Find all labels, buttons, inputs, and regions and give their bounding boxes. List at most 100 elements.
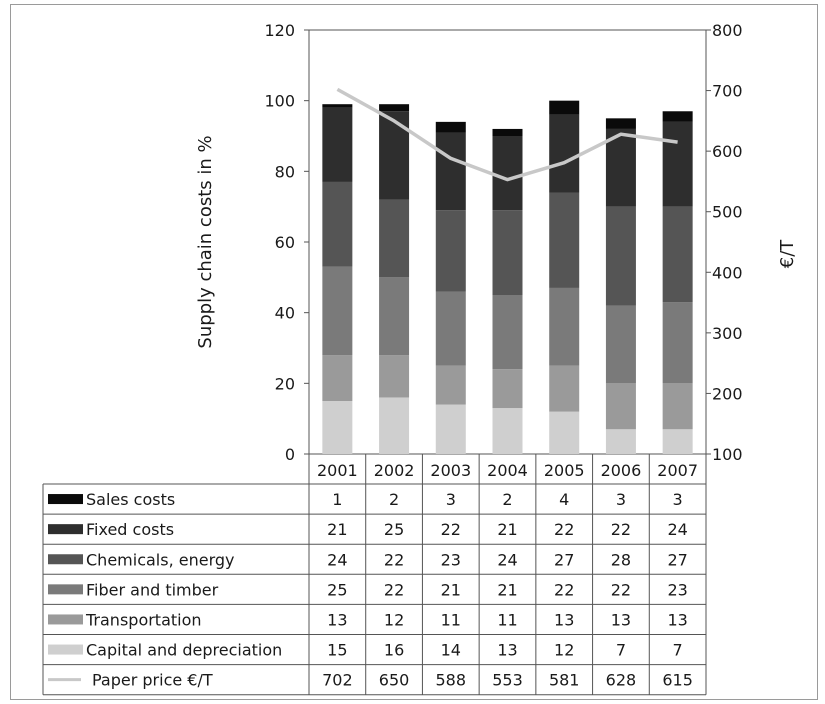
bar-segment [492,210,523,295]
data-label: 13 [667,610,687,629]
y-tick-label: 40 [275,304,295,323]
data-label: 25 [384,520,404,539]
data-label: 22 [441,520,461,539]
bar-segment [435,121,466,133]
data-label: 14 [441,641,461,660]
data-label: 3 [616,490,626,509]
legend-swatch [48,524,83,535]
data-label: 27 [667,550,687,569]
bar-segment [435,132,466,211]
legend-label: Capital and depreciation [86,641,282,660]
data-label: 628 [606,671,637,690]
bar-segment [492,128,523,136]
legend-label: Chemicals, energy [86,550,235,569]
data-label: 22 [611,520,631,539]
data-label: 24 [497,550,517,569]
bar-segment [492,295,523,370]
category-label: 2001 [317,461,358,480]
bar-segment [549,192,580,288]
data-label: 24 [667,520,687,539]
data-label: 12 [384,610,404,629]
data-label: 13 [497,641,517,660]
data-label: 1 [332,490,342,509]
bar-segment [549,100,580,115]
bar-segment [322,401,353,454]
legend-label: Fixed costs [86,520,174,539]
data-label: 13 [611,610,631,629]
bar-segment [662,206,693,303]
y2-tick-label: 100 [712,445,743,464]
data-label: 21 [441,580,461,599]
data-label: 28 [611,550,631,569]
bar-segment [322,181,353,267]
data-label: 22 [384,550,404,569]
y2-tick-label: 500 [712,203,743,222]
category-label: 2006 [601,461,642,480]
bar-segment [379,397,410,454]
data-label: 21 [497,580,517,599]
bar-segment [492,369,523,409]
bar-segment [662,302,693,384]
data-label: 22 [611,580,631,599]
bar-segment [322,355,353,401]
bar-segment [605,383,636,430]
y2-tick-label: 300 [712,324,743,343]
legend-label: Transportation [85,610,202,629]
y2-axis-title: €/T [777,239,798,269]
bar-segment [549,365,580,412]
bar-segment [322,266,353,356]
category-label: 2005 [544,461,585,480]
legend-swatch [48,554,83,565]
data-label: 581 [549,671,580,690]
bar-segment [379,355,410,398]
data-label: 27 [554,550,574,569]
legend-swatch [48,614,83,625]
bar-segment [322,104,353,108]
y2-tick-label: 800 [712,21,743,40]
bar-segment [435,365,466,405]
legend-label: Paper price €/T [92,671,213,690]
bar-segment [605,206,636,306]
data-label: 7 [673,641,683,660]
bar-segment [605,118,636,129]
y-tick-label: 80 [275,162,295,181]
data-label: 13 [327,610,347,629]
data-label: 13 [554,610,574,629]
bar-segment [605,128,636,207]
bar-segment [662,429,693,454]
data-label: 702 [322,671,353,690]
bar-segment [435,291,466,366]
data-label: 15 [327,641,347,660]
chart-frame [10,4,818,700]
y-tick-label: 20 [275,374,295,393]
bar-segment [662,111,693,122]
y-axis-title: Supply chain costs in % [195,135,216,348]
bar-segment [549,114,580,193]
y-tick-label: 120 [264,21,295,40]
y2-tick-label: 600 [712,142,743,161]
bar-segment [549,287,580,366]
data-label: 22 [554,580,574,599]
data-label: 22 [554,520,574,539]
legend-swatch [48,584,83,595]
data-label: 23 [667,580,687,599]
data-label: 11 [441,610,461,629]
legend-swatch [48,644,83,655]
data-label: 4 [559,490,569,509]
legend-label: Fiber and timber [86,580,219,599]
bar-segment [549,411,580,454]
data-label: 2 [502,490,512,509]
bar-segment [379,104,410,112]
paper-price-line [336,87,678,182]
data-label: 11 [497,610,517,629]
y-tick-label: 100 [264,92,295,111]
data-label: 12 [554,641,574,660]
data-label: 588 [436,671,467,690]
data-label: 16 [384,641,404,660]
data-label: 3 [673,490,683,509]
bar-segment [379,277,410,356]
bar-segment [322,107,353,182]
bar-segment [379,111,410,200]
y2-tick-label: 400 [712,263,743,282]
